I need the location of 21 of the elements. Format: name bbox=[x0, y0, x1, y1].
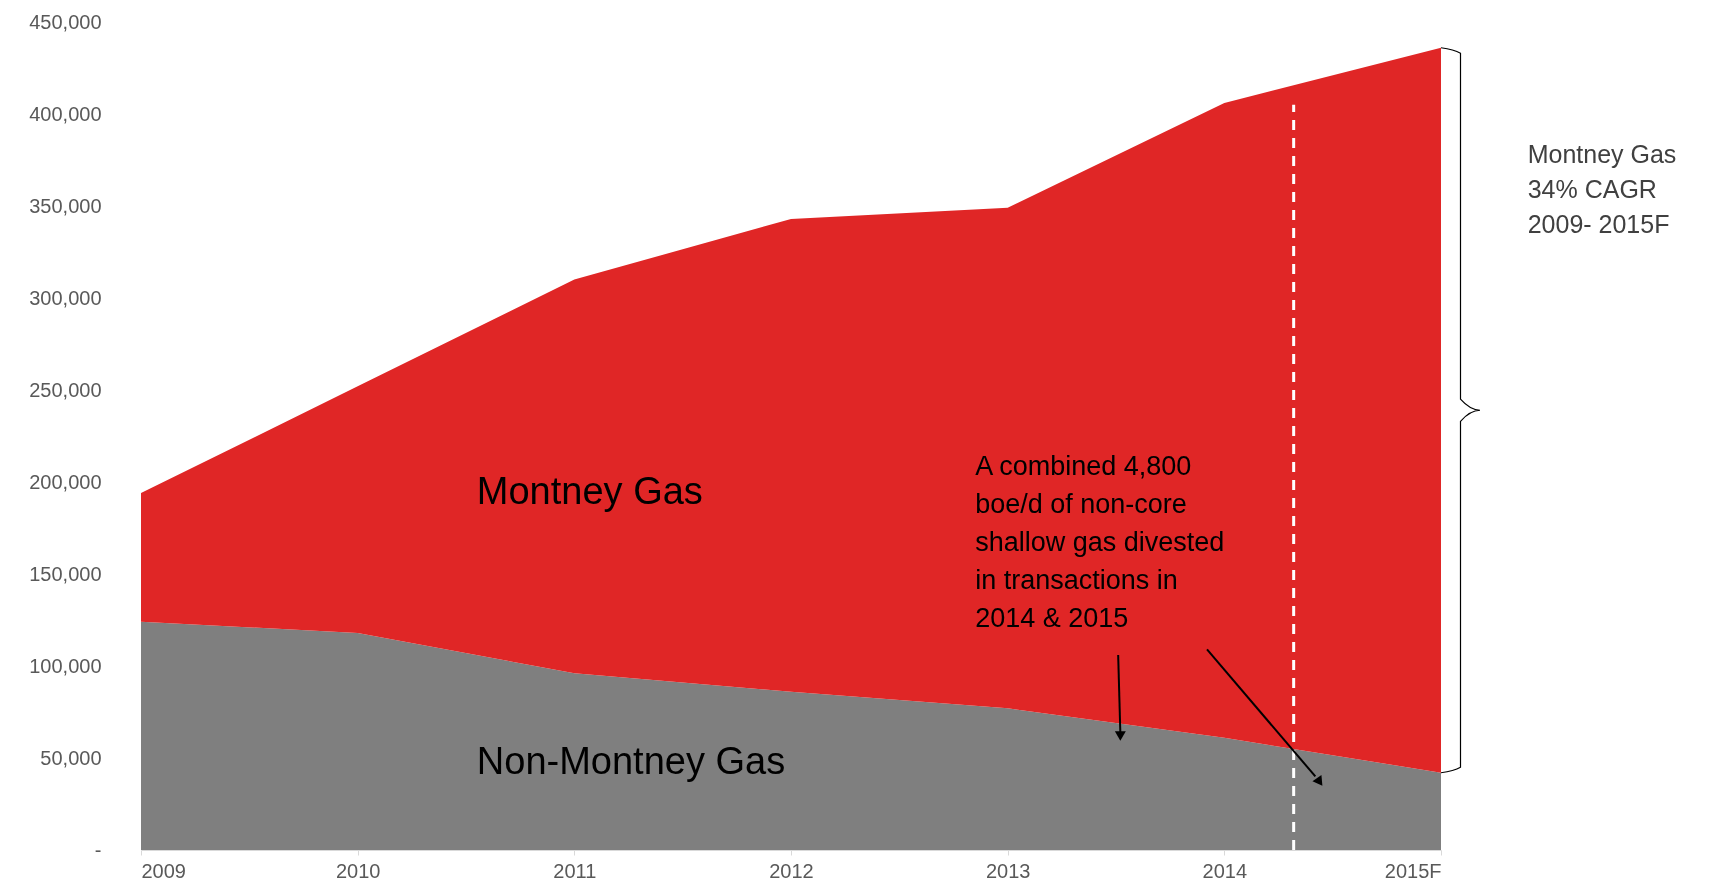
series-label: Montney Gas bbox=[476, 470, 703, 513]
annotation: A combined 4,800 boe/d of non-core shallow gas divested in transactions in 2014 & 2015 bbox=[975, 451, 1225, 634]
x-tick-label: 2014 bbox=[1202, 859, 1248, 882]
x-tick-label: 2011 bbox=[553, 859, 597, 882]
y-tick-label: 250,000 bbox=[29, 378, 102, 401]
y-tick-label: 50,000 bbox=[40, 746, 102, 769]
y-tick-label: 100,000 bbox=[29, 654, 102, 677]
x-tick-label: 2012 bbox=[769, 859, 814, 882]
y-tick-label: 450,000 bbox=[29, 10, 102, 33]
x-tick-label: 2009 bbox=[141, 859, 186, 882]
y-tick-label: 200,000 bbox=[29, 470, 102, 493]
y-tick-label: 150,000 bbox=[29, 562, 102, 585]
y-tick-label: 400,000 bbox=[29, 102, 102, 125]
y-tick-label: 300,000 bbox=[29, 286, 102, 309]
x-tick-label: 2013 bbox=[985, 859, 1031, 882]
y-tick-label: - bbox=[94, 838, 102, 861]
text: Montney Gas 34% CAGR 2009- 2015F bbox=[1527, 140, 1677, 239]
x-tick-label: 2015F bbox=[1384, 859, 1442, 882]
x-tick-label: 2010 bbox=[335, 859, 381, 882]
series-label: Non-Montney Gas bbox=[476, 740, 786, 783]
y-tick-label: 350,000 bbox=[29, 194, 102, 217]
